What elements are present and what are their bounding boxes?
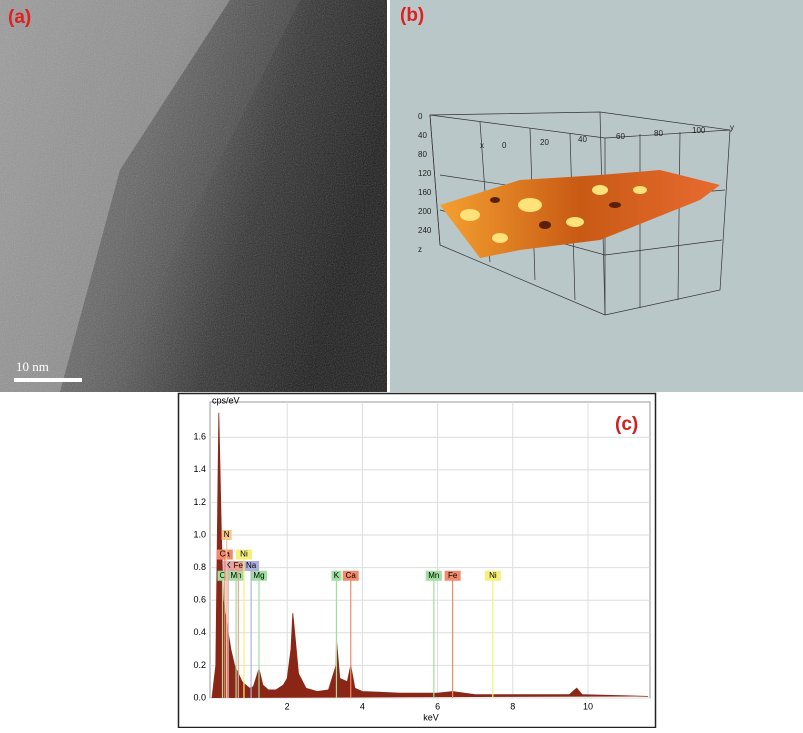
y-tick-label: 1.2 [193, 497, 206, 507]
panel-a: (a) 10 nm [0, 0, 387, 392]
y-tick-label: 0.0 [193, 692, 206, 702]
element-tag [230, 560, 247, 571]
x-tick-label: 4 [360, 701, 365, 711]
element-tag [228, 570, 245, 581]
x-tick-label: 10 [583, 701, 593, 711]
element-tag [221, 530, 232, 540]
y-tick-label: 1.4 [193, 464, 206, 474]
element-label: Fe [234, 561, 244, 570]
element-tag [342, 570, 359, 581]
z-label: 240 [418, 226, 432, 235]
y-axis-label: cps/eV [212, 395, 240, 405]
element-label: Mn [428, 571, 439, 580]
x-axis-label: keV [423, 712, 439, 722]
z-label: 200 [418, 207, 432, 216]
afm-shadows [490, 197, 621, 229]
y-tick-label: 0.8 [193, 562, 206, 572]
top-label: 40 [578, 135, 587, 144]
element-tag [243, 560, 260, 571]
panel-label: (a) [8, 7, 31, 28]
element-tag [250, 570, 267, 581]
top-label: 100 [692, 126, 706, 135]
element-label: Na [246, 561, 257, 570]
x-tick-label: 6 [435, 701, 440, 711]
y-tick-label: 0.2 [193, 660, 206, 670]
tem-texture [0, 0, 387, 392]
z-label: 120 [418, 169, 432, 178]
top-label: 0 [502, 141, 507, 150]
x-axis-label: x [480, 141, 484, 150]
element-label: Mg [253, 571, 264, 580]
panel-b: (b) 0 40 80 120 160 200 240 z 0 20 40 60 80 100 y x [390, 0, 803, 392]
element-tag [217, 570, 228, 581]
element-label: C [220, 571, 226, 580]
x-tick-label: 2 [285, 701, 290, 711]
y-tick-label: 0.4 [193, 627, 206, 637]
element-tag [425, 570, 442, 581]
z-label: 0 [418, 112, 423, 121]
z-label: z [418, 245, 422, 254]
scale-label: 10 nm [16, 359, 49, 374]
element-label: Ca [346, 571, 357, 580]
afm-surface [440, 170, 720, 258]
element-label: Fe [448, 571, 458, 580]
chart: 0.0 0.2 0.4 0.6 0.8 1.0 1.2 1.4 1.6 2 4 6 8 10 cps/eV k… [193, 395, 650, 722]
spectrum [211, 412, 649, 699]
element-tag [444, 570, 461, 581]
element-label: Ni [489, 571, 497, 580]
element-label: K [334, 571, 340, 580]
y-tick-label: 1.0 [193, 529, 206, 539]
element-label: Mn [230, 571, 241, 580]
y-tick-label: 1.6 [193, 432, 206, 442]
top-label: 60 [616, 132, 625, 141]
element-label: Ni [240, 550, 248, 559]
panel-label: (c) [615, 414, 638, 435]
element-tag [216, 549, 233, 560]
z-label: 40 [418, 131, 427, 140]
top-label: y [730, 123, 734, 132]
element-tag [235, 549, 252, 560]
plot-area [209, 401, 651, 699]
element-label: N [224, 530, 230, 539]
afm-highlights [460, 185, 647, 243]
z-label: 160 [418, 188, 432, 197]
element-tag [331, 570, 342, 581]
element-tag [484, 570, 501, 581]
element-label: Ca [220, 550, 231, 559]
top-label: 20 [540, 138, 549, 147]
y-tick-label: 0.6 [193, 595, 206, 605]
element-tag [223, 560, 234, 571]
panel-label: (b) [400, 5, 424, 26]
z-labels: 0 40 80 120 160 200 240 z [418, 112, 432, 254]
element-label: K [225, 561, 231, 570]
top-labels: 0 20 40 60 80 100 y [502, 123, 734, 150]
z-label: 80 [418, 150, 427, 159]
top-label: 80 [654, 129, 663, 138]
x-tick-label: 8 [510, 701, 515, 711]
